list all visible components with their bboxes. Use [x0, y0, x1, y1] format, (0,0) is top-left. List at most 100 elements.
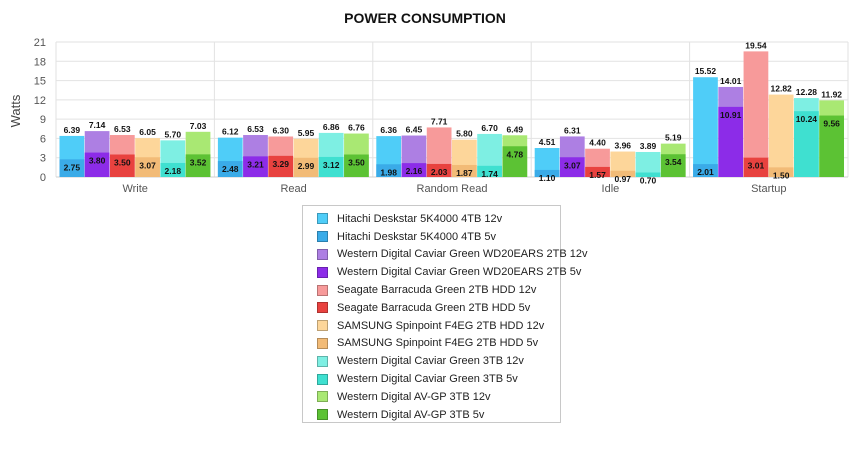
data-label-5v: 3.29	[272, 159, 289, 169]
legend-label: SAMSUNG Spinpoint F4EG 2TB HDD 12v	[337, 319, 545, 332]
legend-swatch	[317, 284, 328, 296]
bar-5v	[185, 154, 211, 177]
bar-5v	[502, 146, 528, 177]
y-tick-label: 12	[34, 95, 46, 107]
bar-5v	[160, 162, 186, 177]
data-label-12v: 6.30	[272, 126, 289, 136]
data-label-5v: 2.18	[165, 166, 182, 176]
legend-swatch	[317, 302, 328, 314]
data-label-5v: 4.78	[507, 149, 524, 159]
data-label-5v: 1.50	[773, 170, 790, 180]
data-label-12v: 4.40	[589, 138, 606, 148]
bar-5v	[268, 155, 294, 177]
bar-5v	[534, 169, 560, 177]
data-label-5v: 1.98	[380, 167, 397, 177]
data-label-5v: 2.48	[222, 164, 239, 174]
legend-swatch	[317, 213, 328, 225]
legend-item: Hitachi Deskstar 5K4000 4TB 12v	[317, 210, 560, 228]
data-label-12v: 5.95	[298, 128, 315, 138]
data-label-12v: 6.45	[406, 125, 423, 135]
y-tick-label: 21	[34, 37, 46, 49]
bar-5v	[660, 154, 686, 177]
bar-5v	[59, 159, 85, 177]
y-tick-label: 18	[34, 56, 46, 68]
data-label-12v: 11.92	[821, 89, 842, 99]
y-tick-label: 15	[34, 76, 46, 88]
bar-5v	[794, 111, 819, 177]
data-label-5v: 2.03	[431, 167, 448, 177]
legend-item: Western Digital Caviar Green WD20EARS 2T…	[317, 263, 581, 281]
data-label-5v: 1.87	[456, 168, 473, 178]
bar-5v	[344, 154, 369, 177]
legend-label: Hitachi Deskstar 5K4000 4TB 12v	[337, 212, 503, 225]
data-label-5v: 3.50	[114, 158, 131, 168]
legend-swatch	[317, 355, 328, 367]
y-axis-label: Watts	[8, 94, 23, 127]
data-label-12v: 7.71	[431, 116, 448, 126]
data-label-5v: 2.16	[406, 166, 423, 176]
legend-swatch	[317, 409, 328, 421]
legend-swatch	[317, 320, 328, 332]
data-label-12v: 6.53	[247, 124, 264, 134]
legend-item: Seagate Barracuda Green 2TB HDD 5v	[317, 299, 560, 317]
data-label-12v: 5.80	[456, 129, 473, 139]
data-label-5v: 3.01	[748, 161, 765, 171]
data-label-12v: 7.14	[89, 120, 106, 130]
data-label-12v: 6.36	[380, 125, 397, 135]
data-label-5v: 2.75	[64, 162, 81, 172]
data-label-12v: 5.70	[165, 129, 182, 139]
data-label-12v: 15.52	[695, 66, 717, 76]
data-label-5v: 3.21	[247, 159, 264, 169]
bar-5v	[693, 164, 718, 177]
bar-5v	[293, 157, 319, 177]
legend-swatch	[317, 337, 328, 349]
bar-5v	[743, 157, 769, 177]
data-label-12v: 19.54	[745, 40, 767, 50]
y-tick-label: 6	[40, 133, 46, 145]
x-axis-ticks: Write Read Random Read Idle Startup	[122, 183, 786, 195]
legend-label: SAMSUNG Spinpoint F4EG 2TB HDD 5v	[337, 337, 539, 350]
data-label-12v: 5.19	[665, 133, 682, 143]
bar-5v	[135, 157, 160, 177]
bar-5v	[768, 167, 794, 177]
legend-swatch	[317, 248, 328, 260]
data-label-12v: 6.70	[481, 123, 498, 133]
data-label-12v: 4.51	[539, 137, 556, 147]
legend-item: SAMSUNG Spinpoint F4EG 2TB HDD 12v	[317, 317, 560, 335]
bar-5v	[318, 156, 344, 177]
data-label-12v: 6.31	[564, 125, 581, 135]
data-label-5v: 2.99	[298, 161, 315, 171]
legend-swatch	[317, 266, 328, 278]
data-label-12v: 14.01	[720, 76, 742, 86]
bar-12v	[768, 94, 794, 177]
data-label-5v: 3.52	[190, 157, 207, 167]
y-axis-ticks: 0 3 6 9 12 15 18 21	[34, 37, 46, 184]
legend: Hitachi Deskstar 5K4000 4TB 12v Hitachi D…	[302, 205, 587, 423]
bar-5v	[243, 156, 268, 177]
bar-5v	[426, 163, 452, 177]
data-label-12v: 6.86	[323, 122, 340, 132]
bar-5v	[585, 166, 610, 177]
data-label-5v: 2.01	[697, 167, 714, 177]
bar-5v	[718, 106, 744, 177]
bars: 6.39 2.75 7.14 3.80 6.53 3.50 6.05 3.07 5.70 2.18…	[59, 40, 844, 186]
data-label-12v: 3.96	[614, 141, 631, 151]
legend-item: Western Digital AV-GP 3TB 12v	[317, 388, 560, 406]
data-label-5v: 3.07	[564, 160, 581, 170]
data-label-5v: 10.24	[796, 114, 818, 124]
legend-label: Western Digital AV-GP 3TB 12v	[337, 390, 491, 403]
legend-item: Western Digital Caviar Green 3TB 5v	[317, 370, 560, 388]
chart-title: POWER CONSUMPTION	[344, 10, 506, 26]
legend-label: Seagate Barracuda Green 2TB HDD 5v	[337, 301, 531, 314]
y-tick-label: 0	[40, 172, 46, 184]
bar-5v	[376, 164, 402, 177]
data-label-12v: 3.89	[640, 141, 657, 151]
x-tick-label: Random Read	[417, 183, 488, 195]
data-label-5v: 3.54	[665, 157, 682, 167]
bar-5v	[109, 154, 135, 177]
legend-item: Western Digital Caviar Green WD20EARS 2T…	[317, 246, 587, 264]
x-tick-label: Idle	[602, 183, 620, 195]
bar-12v	[743, 51, 769, 178]
legend-item: Seagate Barracuda Green 2TB HDD 12v	[317, 281, 560, 299]
